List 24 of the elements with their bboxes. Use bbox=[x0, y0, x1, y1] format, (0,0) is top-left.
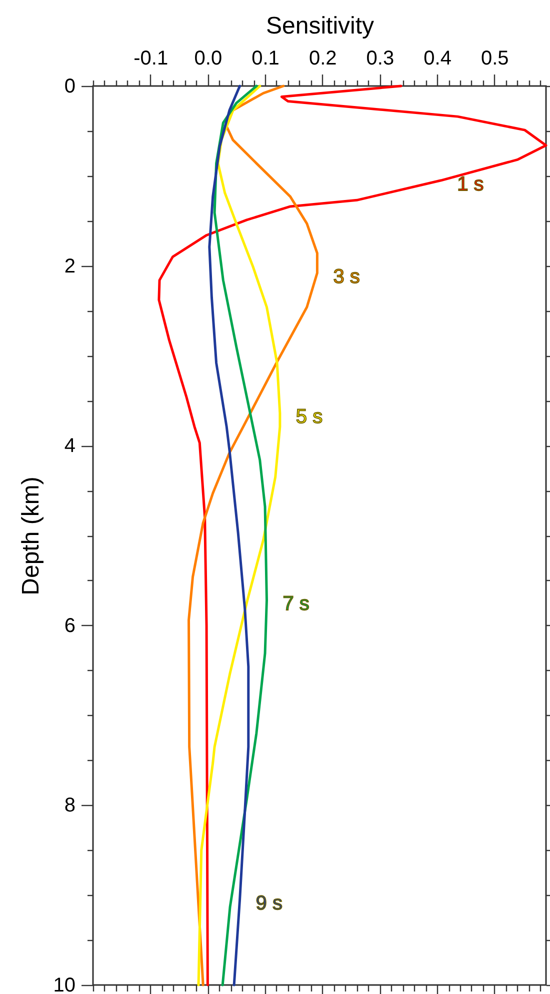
annotation: 7 s bbox=[282, 593, 310, 616]
line-series bbox=[213, 84, 268, 986]
y-tick-label: 8 bbox=[64, 794, 76, 817]
y-axis-title: Depth (km) bbox=[17, 476, 44, 596]
line-series bbox=[197, 84, 282, 986]
x-axis-title: Sensitivity bbox=[266, 12, 374, 40]
x-tick-label: 0.2 bbox=[308, 48, 337, 70]
y-tick-label: 6 bbox=[64, 614, 76, 637]
annotation: 9 s bbox=[256, 892, 282, 915]
y-tick-label: 0 bbox=[64, 76, 76, 98]
line-series bbox=[158, 84, 548, 986]
x-tick-label: 0.4 bbox=[424, 48, 452, 70]
y-tick-label: 4 bbox=[64, 435, 76, 458]
x-tick-label: 0.0 bbox=[194, 48, 222, 70]
x-tick-label: -0.1 bbox=[134, 48, 168, 70]
annotation: 3 s bbox=[333, 266, 360, 288]
line-series bbox=[208, 84, 250, 986]
x-tick-label: 0.1 bbox=[252, 48, 280, 70]
annotation: 1 s bbox=[457, 173, 484, 196]
annotation: 5 s bbox=[296, 406, 323, 428]
y-tick-label: 2 bbox=[64, 255, 76, 278]
x-tick-label: 0.5 bbox=[480, 48, 509, 70]
y-tick-label: 10 bbox=[53, 974, 76, 994]
x-tick-label: 0.3 bbox=[366, 48, 394, 70]
